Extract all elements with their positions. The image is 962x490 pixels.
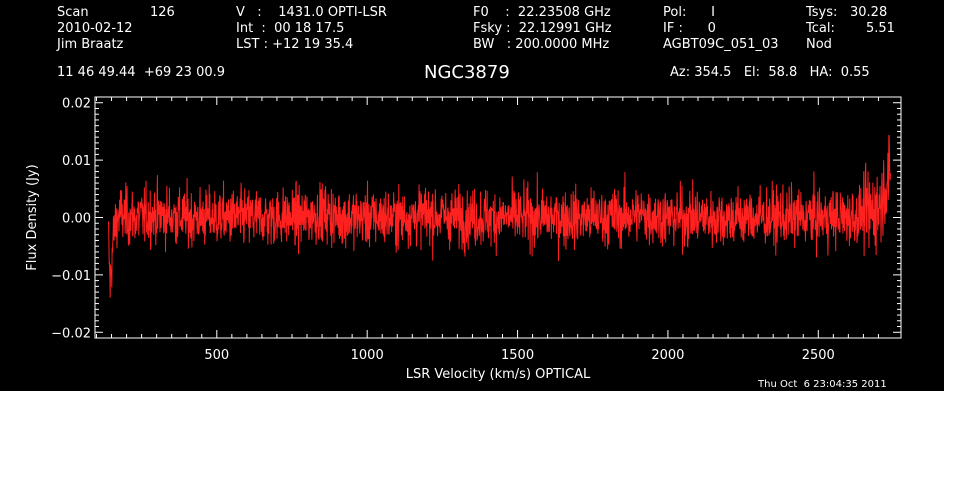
x-tick-label: 1500 <box>501 348 534 363</box>
tcal-value: 5.51 <box>866 21 895 36</box>
y-tick-label: −0.01 <box>51 269 91 284</box>
y-axis-label: Flux Density (Jy) <box>25 164 40 270</box>
rest-frequency-line: F0 : 22.23508 GHz <box>473 5 611 20</box>
source-coordinates: 11 46 49.44 +69 23 00.9 <box>57 65 226 80</box>
spectrum-trace <box>108 134 891 298</box>
x-axis-label: LSR Velocity (km/s) OPTICAL <box>406 367 591 382</box>
y-tick-label: 0.02 <box>62 97 91 112</box>
plot-panel: Scan 126 2010-02-12 Jim Braatz V : 1431.… <box>0 0 944 391</box>
y-tick-label: 0.00 <box>62 212 91 227</box>
pointing-line: Az: 354.5 El: 58.8 HA: 0.55 <box>670 65 870 80</box>
sky-frequency-line: Fsky : 22.12991 GHz <box>473 21 612 36</box>
x-tick-label: 2500 <box>802 348 835 363</box>
x-tick-label: 1000 <box>351 348 384 363</box>
tcal-label: Tcal: <box>806 21 835 36</box>
y-tick-label: 0.01 <box>62 154 91 169</box>
observing-mode: Nod <box>806 37 832 52</box>
y-tick-label: −0.02 <box>51 326 91 341</box>
x-tick-label: 2000 <box>651 348 684 363</box>
bandwidth-line: BW : 200.0000 MHz <box>473 37 610 52</box>
plot-timestamp: Thu Oct 6 23:04:35 2011 <box>758 379 887 390</box>
lst-line: LST : +12 19 35.4 <box>236 37 354 52</box>
tsys-value: 30.28 <box>850 5 888 20</box>
spectrum-trace-layer <box>108 134 891 298</box>
source-name: NGC3879 <box>424 62 510 83</box>
polarization-line: Pol: I <box>663 5 715 20</box>
scan-number: 126 <box>150 5 175 20</box>
if-line: IF : 0 <box>663 21 716 36</box>
project-id: AGBT09C_051_03 <box>663 37 779 52</box>
observation-date: 2010-02-12 <box>57 21 133 36</box>
spectrum-chart: 500 1000 1500 2000 2500 −0.02 −0.01 0.00 0.01 0.0… <box>25 96 902 382</box>
observer-name: Jim Braatz <box>57 37 124 52</box>
integration-line: Int : 00 18 17.5 <box>236 21 345 36</box>
tsys-label: Tsys: <box>806 5 838 20</box>
velocity-line: V : 1431.0 OPTI-LSR <box>236 5 387 20</box>
tick-layer: 500 1000 1500 2000 2500 −0.02 −0.01 0.00 0.01 0.0… <box>51 97 901 363</box>
scan-label: Scan <box>57 5 89 20</box>
x-tick-label: 500 <box>204 348 229 363</box>
